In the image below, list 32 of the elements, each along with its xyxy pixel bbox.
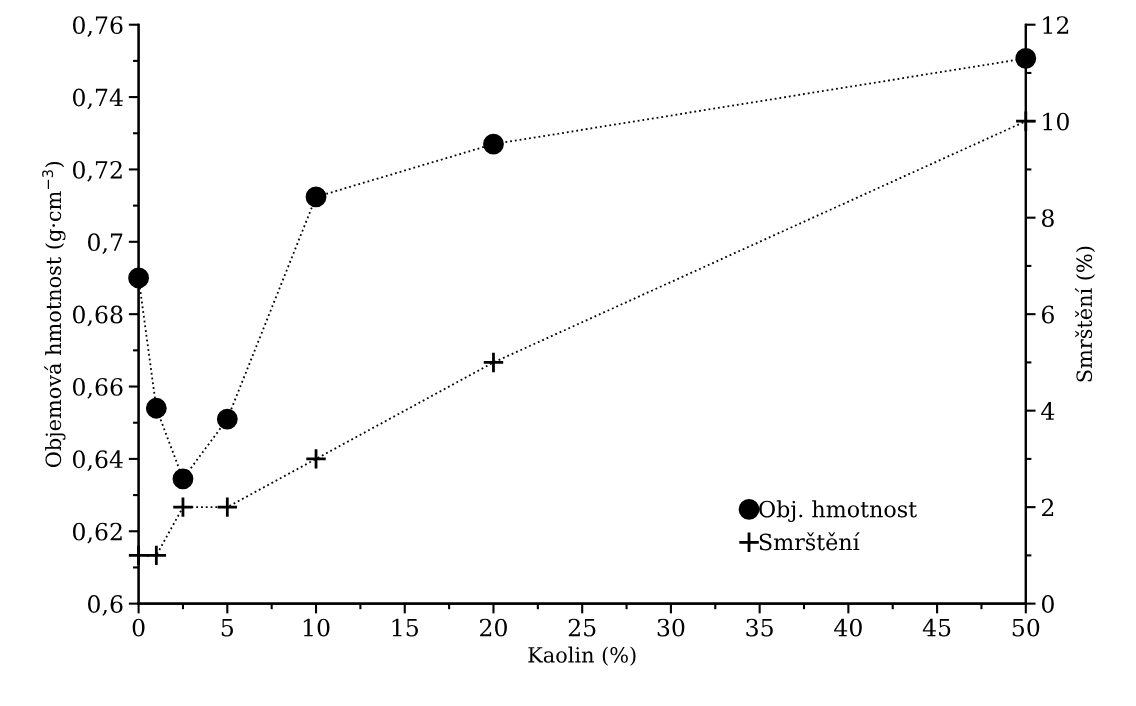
x-tick-label: 50 xyxy=(1012,618,1040,637)
y-tick-label: 0,68 xyxy=(72,305,123,327)
y-tick-label: 0,6 xyxy=(88,595,123,616)
x-tick-label: 25 xyxy=(568,618,596,637)
legend-label: Obj. hmotnost xyxy=(759,500,917,523)
x-tick-label: 5 xyxy=(221,618,233,637)
x-tick-label: 10 xyxy=(303,618,330,637)
y2-tick-label: 2 xyxy=(1041,498,1054,517)
y-tick-label: 0,62 xyxy=(72,522,122,544)
legend-label: Smrštění xyxy=(759,532,860,551)
x-tick-label: 45 xyxy=(922,618,951,637)
y-tick-label: 0,64 xyxy=(72,450,123,472)
y2-tick-label: 6 xyxy=(1041,305,1054,324)
y-tick-label: 0,74 xyxy=(72,88,123,110)
y2-axis-title: Smrštění (%) xyxy=(1075,246,1096,382)
y2-tick-label: 12 xyxy=(1043,16,1069,34)
y-axis-title: Objemová hmotnost (g·cm$^{−3}$) xyxy=(42,161,66,468)
x-tick-label: 30 xyxy=(657,618,685,637)
y2-tick-label: 0 xyxy=(1041,595,1054,613)
x-tick-label: 15 xyxy=(392,618,418,637)
y-tick-label: 0,66 xyxy=(72,377,123,399)
y-tick-label: 0,7 xyxy=(88,233,123,254)
x-tick-label: 40 xyxy=(834,618,862,637)
x-tick-label: 0 xyxy=(132,618,145,637)
y2-tick-label: 10 xyxy=(1043,112,1069,131)
y-tick-label: 0,72 xyxy=(72,160,122,182)
x-tick-label: 20 xyxy=(480,618,507,637)
y2-tick-label: 8 xyxy=(1041,209,1054,227)
x-axis-title: Kaolin (%) xyxy=(528,646,636,666)
x-tick-label: 35 xyxy=(746,618,773,637)
y-tick-label: 0,76 xyxy=(72,16,123,37)
y2-tick-label: 4 xyxy=(1041,402,1055,420)
